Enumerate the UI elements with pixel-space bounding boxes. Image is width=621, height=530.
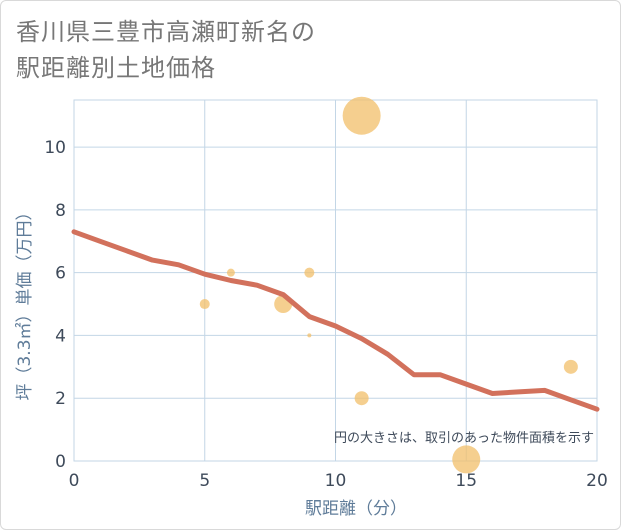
y-tick-label: 10 xyxy=(44,138,66,158)
bubble-point xyxy=(354,391,369,406)
trend-series xyxy=(71,229,600,412)
title-line-1: 香川県三豊市高瀬町新名の xyxy=(16,18,316,46)
bubble-point xyxy=(304,267,315,278)
x-tick-label: 10 xyxy=(325,471,347,491)
bubble-point xyxy=(226,268,235,277)
bubble-point xyxy=(452,445,481,474)
y-tick-label: 6 xyxy=(55,264,66,284)
axes: 0 5 10 15 20 0 2 4 6 8 10 xyxy=(44,138,607,491)
y-tick-label: 4 xyxy=(55,326,66,346)
chart-title: 香川県三豊市高瀬町新名の 駅距離別土地価格 xyxy=(16,14,576,86)
size-annotation: 円の大きさは、取引のあった物件面積を示す xyxy=(334,431,594,446)
x-tick-label: 20 xyxy=(586,471,608,491)
x-tick-label: 5 xyxy=(199,471,210,491)
bubble-point xyxy=(342,96,381,135)
x-tick-label: 0 xyxy=(69,471,80,491)
grid-lines xyxy=(73,99,598,462)
trend-line xyxy=(71,229,600,412)
bubble-point xyxy=(307,333,312,338)
bubble-series xyxy=(199,96,578,474)
x-axis-label: 駅距離（分） xyxy=(305,499,407,519)
y-tick-label: 0 xyxy=(55,452,66,472)
bubble-point xyxy=(563,359,578,374)
title-line-2: 駅距離別土地価格 xyxy=(16,54,216,82)
y-tick-label: 8 xyxy=(55,201,66,221)
y-tick-label: 2 xyxy=(55,389,66,409)
x-tick-label: 15 xyxy=(455,471,477,491)
y-axis-label: 坪（3.3㎡）単価（万円） xyxy=(15,203,35,400)
bubble-point xyxy=(199,299,210,310)
